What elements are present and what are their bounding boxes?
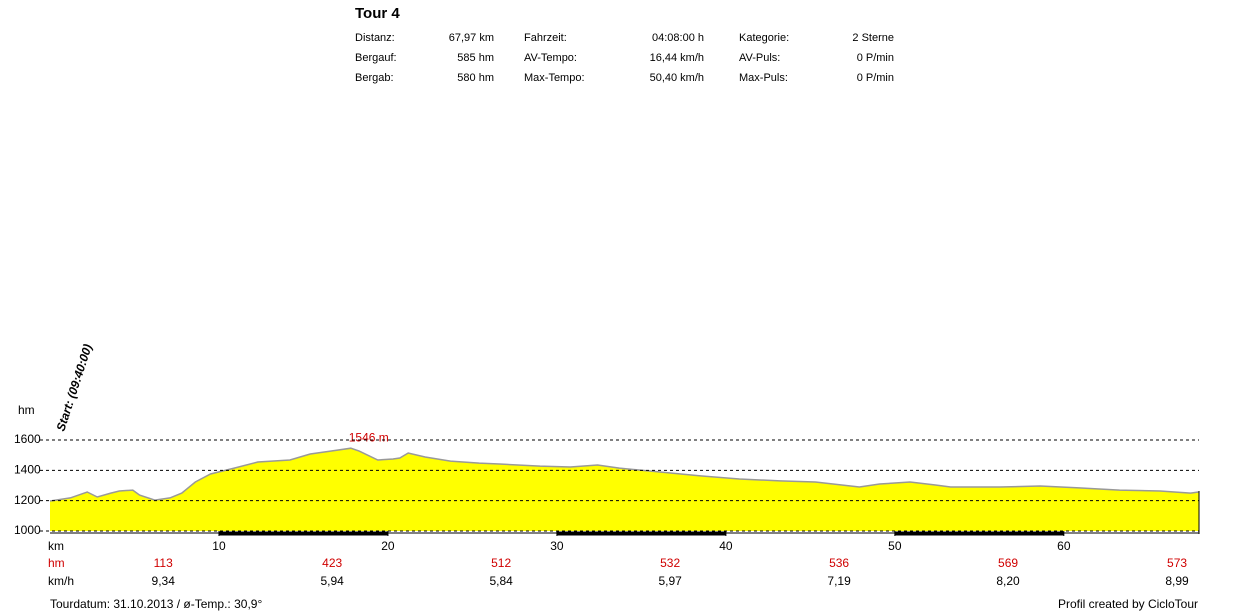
y-tick-label: 1200 bbox=[14, 493, 41, 507]
segment-hm: 423 bbox=[322, 556, 342, 570]
segment-speed: 9,34 bbox=[152, 574, 176, 588]
stat-label: Max-Tempo: bbox=[524, 72, 585, 84]
title: Tour 4 bbox=[355, 5, 400, 22]
stat-value: 0 P/min bbox=[857, 72, 894, 84]
x-tick-label: 10 bbox=[212, 539, 226, 553]
x-tick-label: 30 bbox=[550, 539, 564, 553]
elevation-area bbox=[50, 448, 1199, 531]
segment-speed: 5,97 bbox=[658, 574, 682, 588]
segment-hm: 569 bbox=[998, 556, 1018, 570]
x-tick-label: 50 bbox=[888, 539, 902, 553]
stat-label: Bergauf: bbox=[355, 52, 397, 64]
stat-value: 580 hm bbox=[457, 72, 494, 84]
stat-label: Distanz: bbox=[355, 32, 395, 44]
stat-value: 16,44 km/h bbox=[650, 52, 704, 64]
segment-speed: 5,84 bbox=[489, 574, 513, 588]
stat-label: Fahrzeit: bbox=[524, 32, 567, 44]
segment-speed: 8,99 bbox=[1165, 574, 1189, 588]
speed-row-label: km/h bbox=[48, 574, 74, 588]
axis-band bbox=[218, 531, 388, 536]
x-tick-label: 40 bbox=[719, 539, 733, 553]
hm-row-label: hm bbox=[48, 556, 65, 570]
stat-label: AV-Tempo: bbox=[524, 52, 577, 64]
x-tick-label: 60 bbox=[1057, 539, 1071, 553]
stat-value: 2 Sterne bbox=[852, 32, 894, 44]
segment-hm: 532 bbox=[660, 556, 680, 570]
stat-label: Bergab: bbox=[355, 72, 394, 84]
x-tick-label: 20 bbox=[381, 539, 395, 553]
stat-label: AV-Puls: bbox=[739, 52, 780, 64]
segment-hm: 536 bbox=[829, 556, 849, 570]
segment-hm: 512 bbox=[491, 556, 511, 570]
axis-band bbox=[556, 531, 726, 536]
elevation-line bbox=[49, 447, 1199, 502]
y-tick-label: 1600 bbox=[14, 432, 41, 446]
peak-label: 1546 m bbox=[349, 430, 389, 444]
axis-band bbox=[894, 531, 1064, 536]
y-axis-label: hm bbox=[18, 403, 35, 417]
footer-right: Profil created by CicloTour bbox=[1058, 597, 1198, 611]
stat-value: 0 P/min bbox=[857, 52, 894, 64]
stat-value: 04:08:00 h bbox=[652, 32, 704, 44]
stat-label: Kategorie: bbox=[739, 32, 789, 44]
stat-value: 585 hm bbox=[457, 52, 494, 64]
segment-speed: 7,19 bbox=[827, 574, 851, 588]
stat-label: Max-Puls: bbox=[739, 72, 788, 84]
x-axis-label: km bbox=[48, 539, 64, 553]
start-annotation: Start: (09:40:00) bbox=[54, 342, 95, 433]
y-tick-label: 1400 bbox=[14, 463, 41, 477]
stat-value: 67,97 km bbox=[449, 32, 494, 44]
segment-speed: 8,20 bbox=[996, 574, 1020, 588]
footer-left: Tourdatum: 31.10.2013 / ø-Temp.: 30,9° bbox=[50, 597, 262, 611]
segment-hm: 113 bbox=[154, 556, 173, 570]
segment-speed: 5,94 bbox=[321, 574, 345, 588]
stat-value: 50,40 km/h bbox=[650, 72, 704, 84]
y-tick-label: 1000 bbox=[14, 523, 41, 537]
segment-hm: 573 bbox=[1167, 556, 1187, 570]
